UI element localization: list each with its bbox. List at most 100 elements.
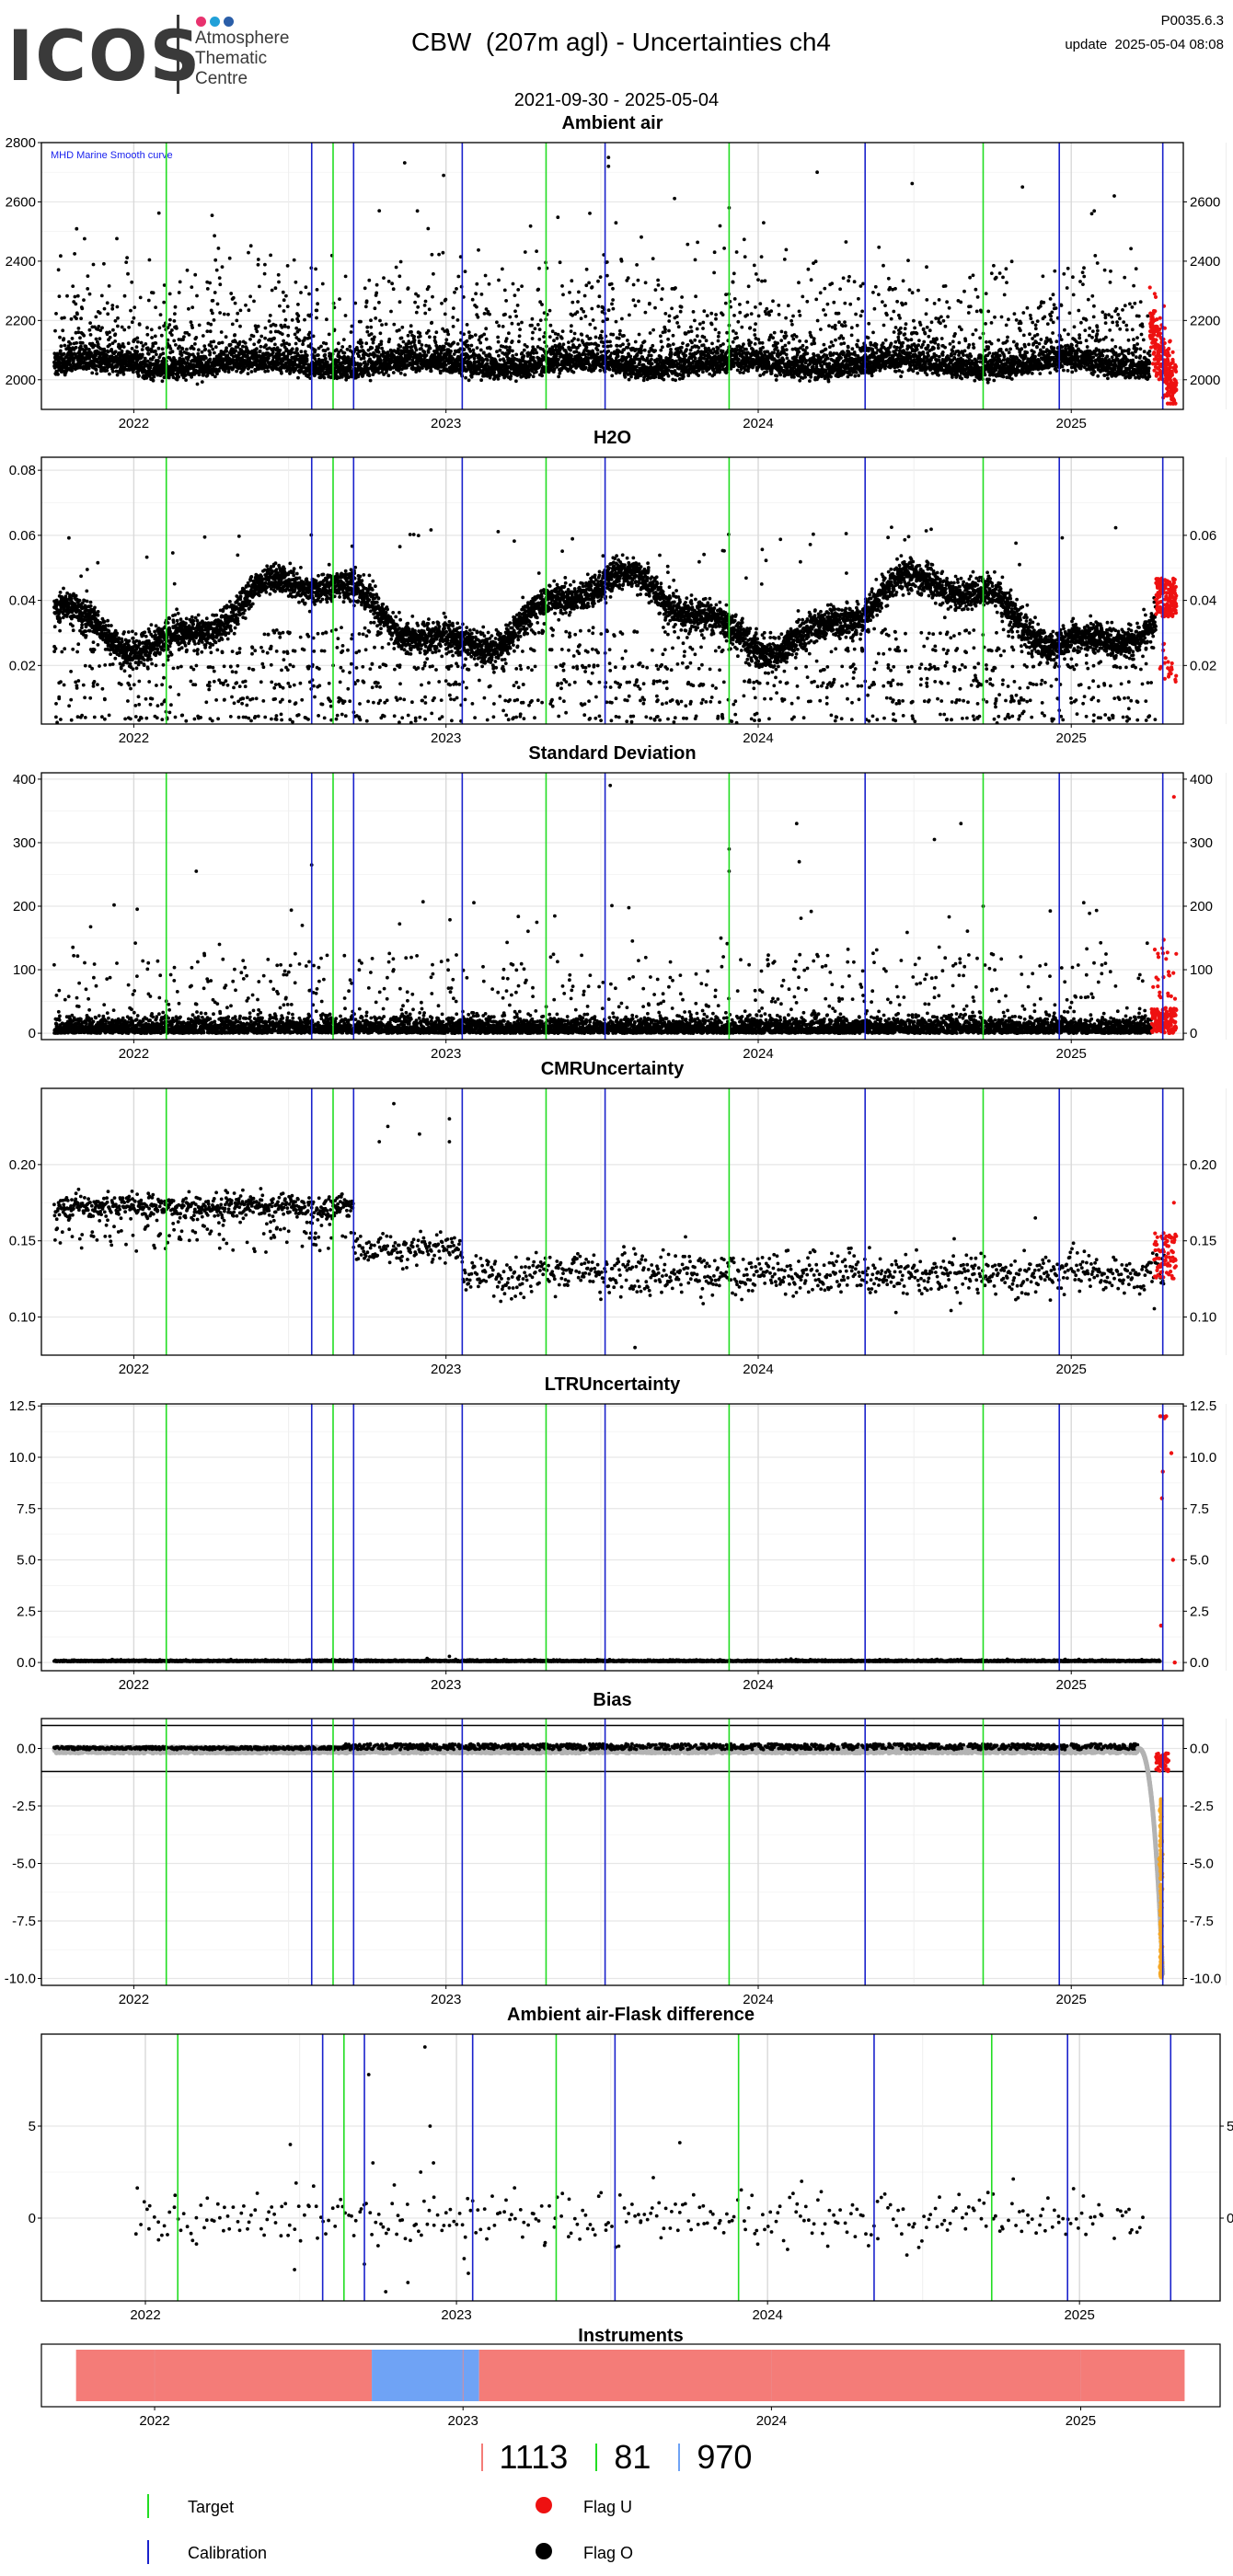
data-point	[371, 340, 375, 345]
data-point	[420, 347, 423, 351]
data-point	[380, 370, 385, 374]
data-point	[406, 333, 410, 338]
data-point	[378, 318, 382, 323]
data-point	[151, 291, 156, 295]
data-point	[482, 332, 487, 337]
data-point	[653, 288, 658, 292]
data-point	[701, 327, 705, 330]
data-point	[725, 330, 729, 335]
data-point	[286, 333, 291, 338]
data-point	[691, 310, 696, 314]
data-point	[470, 297, 475, 302]
data-point	[222, 312, 226, 316]
data-point	[446, 332, 451, 337]
data-point	[377, 300, 381, 305]
data-point	[712, 250, 717, 255]
data-point	[326, 347, 330, 351]
data-point	[674, 286, 677, 290]
data-point	[653, 374, 658, 379]
data-point	[200, 380, 204, 384]
data-point	[424, 343, 429, 348]
data-point	[610, 374, 615, 378]
data-point	[135, 336, 140, 340]
data-point	[373, 335, 376, 339]
data-point	[102, 366, 107, 370]
data-point	[746, 284, 751, 289]
data-point	[508, 345, 512, 350]
data-point	[474, 292, 478, 296]
data-point	[758, 374, 763, 377]
data-point	[571, 370, 576, 374]
data-point	[513, 293, 517, 297]
data-point	[80, 347, 85, 351]
data-point	[525, 345, 529, 349]
data-point	[342, 356, 347, 360]
data-point	[550, 329, 555, 334]
data-point	[651, 257, 655, 260]
data-point	[117, 342, 121, 347]
data-point	[304, 285, 308, 290]
data-point	[58, 349, 63, 353]
data-point	[120, 325, 124, 329]
data-point	[189, 320, 193, 324]
data-point	[154, 341, 158, 345]
data-point	[190, 326, 195, 329]
data-point	[137, 374, 141, 378]
data-point	[130, 320, 134, 325]
data-point	[520, 320, 524, 325]
data-point	[56, 268, 61, 272]
data-point	[669, 347, 673, 351]
data-point	[144, 342, 148, 346]
data-point	[208, 357, 213, 362]
data-point	[451, 316, 455, 319]
plot-area	[52, 155, 1179, 406]
data-point	[387, 337, 392, 341]
data-point	[445, 329, 450, 334]
data-point	[219, 330, 224, 334]
data-point	[98, 337, 102, 340]
data-point	[57, 294, 62, 298]
data-point	[558, 342, 562, 346]
data-point	[183, 374, 188, 377]
data-point	[283, 317, 288, 322]
data-point	[218, 282, 223, 287]
data-point	[143, 356, 147, 361]
data-point	[375, 291, 379, 295]
data-point	[71, 284, 75, 288]
data-point	[391, 371, 396, 374]
data-point	[515, 304, 520, 307]
data-point	[702, 335, 707, 339]
data-point	[522, 354, 526, 358]
data-point	[442, 348, 446, 352]
data-point	[93, 343, 97, 348]
data-point	[722, 247, 726, 250]
data-point	[628, 313, 631, 317]
data-point	[234, 339, 237, 344]
data-point	[353, 301, 358, 305]
data-point	[218, 311, 223, 315]
data-point	[430, 252, 434, 257]
data-point	[243, 341, 248, 345]
data-point	[376, 346, 381, 350]
data-point	[539, 362, 544, 367]
data-point	[668, 343, 672, 348]
data-point	[570, 300, 575, 305]
data-point	[627, 342, 631, 347]
data-point	[420, 343, 424, 347]
data-point	[256, 258, 260, 261]
data-point	[78, 336, 82, 340]
data-point	[702, 309, 707, 314]
data-point	[75, 316, 78, 321]
data-point	[514, 379, 518, 384]
data-point	[508, 376, 513, 381]
data-point	[481, 358, 486, 362]
data-point	[251, 334, 256, 339]
data-point	[365, 329, 370, 334]
data-point	[105, 332, 109, 337]
data-point	[455, 318, 460, 322]
data-point	[633, 339, 638, 344]
data-point	[674, 378, 677, 383]
data-point	[567, 340, 570, 344]
data-point	[397, 351, 401, 356]
data-point	[340, 345, 345, 349]
